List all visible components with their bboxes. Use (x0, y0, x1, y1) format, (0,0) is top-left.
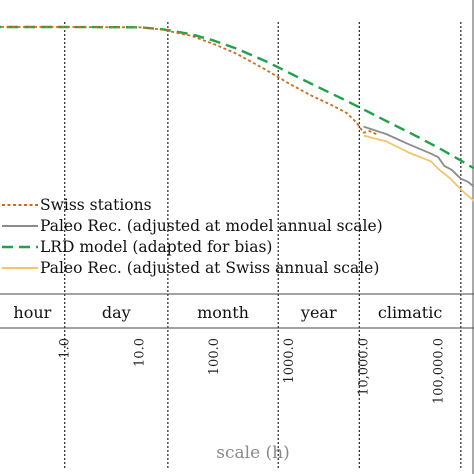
legend-label-1: Paleo Rec. (adjusted at model annual sca… (40, 217, 383, 235)
series-line-3 (363, 134, 474, 202)
scale-gridlines (64, 22, 462, 470)
x-tick-label: 1.0 (58, 338, 73, 359)
x-tick-label: 10.0 (132, 338, 147, 367)
legend-label-3: Paleo Rec. (adjusted at Swiss annual sca… (40, 259, 379, 277)
scale-band-label: month (197, 303, 249, 322)
series-line-2 (0, 25, 474, 170)
scale-band-label: day (102, 303, 131, 322)
series-line-0 (0, 26, 378, 136)
x-tick-label: 100.0 (207, 338, 222, 375)
legend-label-0: Swiss stations (40, 196, 152, 214)
scale-band-labels: hour day month year climatic (13, 303, 442, 322)
scale-band-label: hour (13, 303, 51, 322)
x-tick-label: 10,000.0 (357, 338, 372, 396)
legend: Swiss stations Paleo Rec. (adjusted at mo… (2, 196, 383, 277)
scale-band-label: climatic (378, 303, 442, 322)
x-tick-label: 1000.0 (282, 338, 297, 384)
x-tick-labels: 1.1 1.0 10.0 100.0 1000.0 10,000.0 100,000.0 (0, 338, 446, 404)
x-tick-label-partial: 1.1 (0, 338, 4, 359)
series-lines (0, 25, 474, 202)
legend-label-2: LRD model (adapted for bias) (40, 238, 272, 256)
series-line-1 (363, 125, 474, 188)
x-tick-label: 100,000.0 (431, 338, 446, 404)
x-axis-label: scale (h) (216, 443, 290, 463)
scale-band-label: year (300, 303, 337, 322)
